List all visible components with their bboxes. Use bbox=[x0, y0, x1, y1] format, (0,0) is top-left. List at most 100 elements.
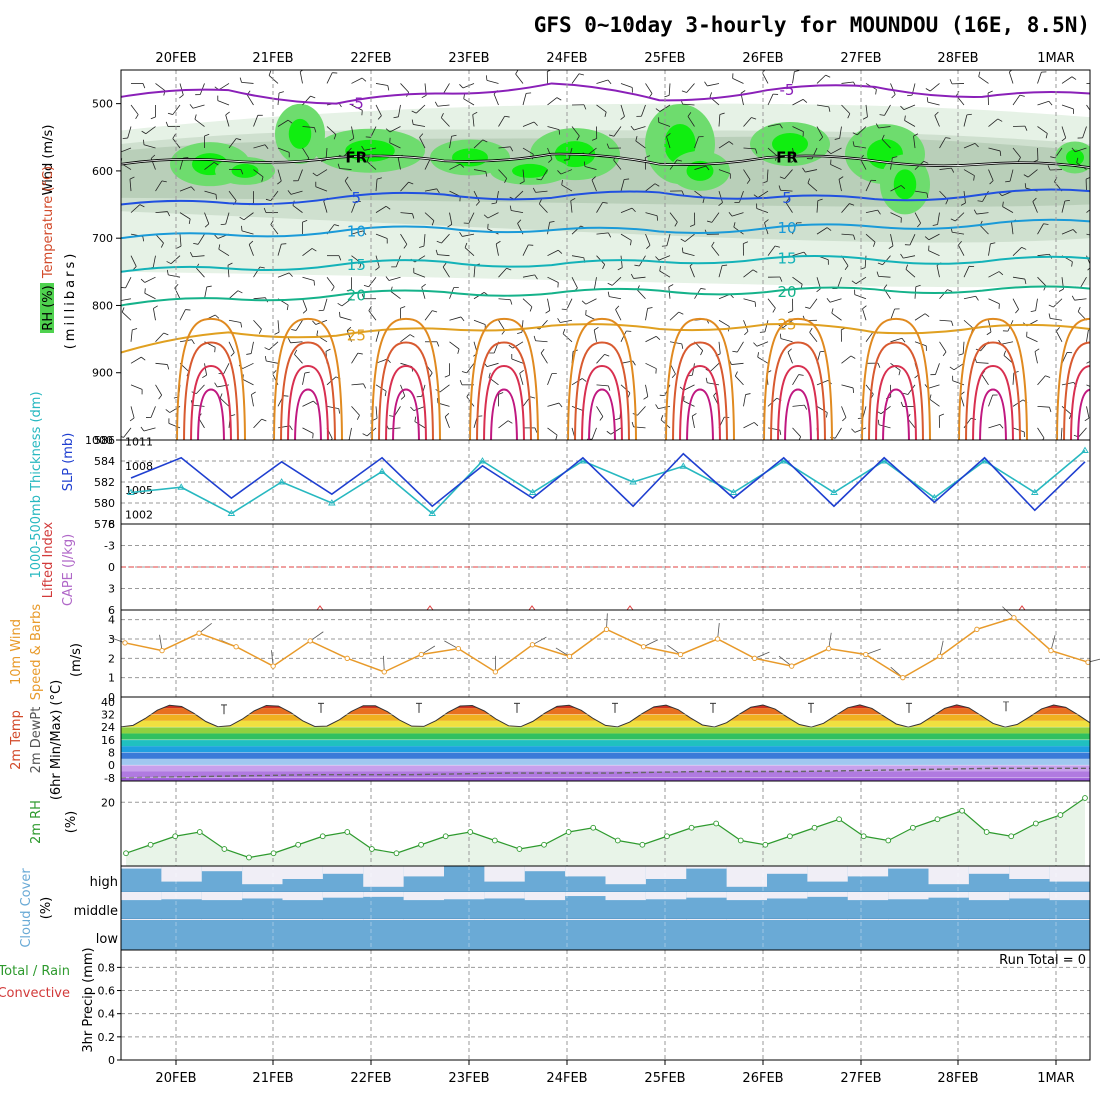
wind-barb-flag bbox=[816, 288, 821, 293]
wind-barb-flag bbox=[150, 116, 156, 120]
wind-barb-flag bbox=[287, 190, 292, 195]
date-label-bottom: 23FEB bbox=[448, 1071, 489, 1086]
wind-barb bbox=[591, 179, 597, 192]
wind-barb bbox=[560, 319, 573, 323]
wind-barb-flag bbox=[1043, 223, 1049, 225]
wind-barb bbox=[223, 363, 230, 375]
wind-barb-flag bbox=[140, 426, 145, 432]
wind-barb bbox=[937, 212, 940, 225]
wind-barb bbox=[473, 319, 486, 325]
wind-barb bbox=[936, 265, 940, 278]
wind-barb bbox=[593, 329, 597, 342]
wind-barb bbox=[297, 169, 303, 181]
wind-barb bbox=[635, 140, 646, 149]
wind-barb-flag bbox=[702, 198, 705, 204]
wind-barb-flag bbox=[563, 159, 569, 161]
wind-barb-flag bbox=[591, 138, 597, 141]
date-label-bottom: 28FEB bbox=[937, 1071, 978, 1086]
wind-barb bbox=[1037, 405, 1050, 408]
wind-barb bbox=[1086, 233, 1090, 236]
wind-barb bbox=[513, 190, 524, 200]
wind-barb-flag bbox=[337, 163, 340, 169]
wind-barb-flag bbox=[268, 70, 272, 76]
cloud-bar-clear bbox=[161, 892, 202, 900]
wind-barb bbox=[302, 372, 306, 385]
wind-barb bbox=[437, 104, 450, 107]
wind-barb bbox=[1003, 355, 1014, 364]
wind-barb-flag bbox=[755, 148, 758, 154]
wind-barb bbox=[739, 190, 744, 203]
wind-barb bbox=[909, 233, 916, 246]
wind-barb bbox=[865, 331, 874, 343]
wind-barb-flag bbox=[608, 385, 611, 391]
wind-barb bbox=[841, 233, 854, 236]
thickness-marker bbox=[579, 457, 587, 464]
wind-barb bbox=[389, 142, 401, 149]
rh2-marker bbox=[1082, 795, 1088, 801]
wind-barb bbox=[571, 73, 580, 84]
temp2-tick-label: 24 bbox=[101, 721, 115, 734]
wind-barb-flag bbox=[291, 329, 297, 331]
cloud-bar-clear bbox=[1009, 892, 1050, 899]
wind-barb bbox=[253, 144, 266, 149]
wind-barb bbox=[1032, 201, 1038, 213]
wind-barb bbox=[878, 275, 891, 278]
wind-barb bbox=[547, 276, 559, 283]
wind-barb bbox=[711, 212, 720, 223]
wind-barb bbox=[743, 147, 756, 150]
wind-barb bbox=[547, 126, 560, 131]
wind-barb bbox=[1050, 317, 1063, 321]
wind-barb bbox=[953, 362, 965, 371]
wind-barb bbox=[684, 233, 695, 242]
wind-barb bbox=[204, 363, 207, 376]
wind-barb-flag bbox=[753, 342, 758, 347]
rh-blob-core bbox=[1066, 149, 1084, 166]
date-label-bottom: 27FEB bbox=[840, 1071, 881, 1086]
heating-contour bbox=[273, 317, 343, 440]
cloud-bar-clear bbox=[968, 892, 1010, 901]
wind-barb-flag bbox=[167, 112, 173, 115]
thickness-marker bbox=[428, 509, 437, 516]
wind-barb bbox=[441, 233, 450, 244]
wind-barb bbox=[498, 116, 506, 127]
wind-barb bbox=[707, 382, 720, 386]
wind-barb bbox=[816, 227, 828, 235]
wind-barb bbox=[225, 114, 230, 127]
wind-barb-flag bbox=[1047, 165, 1051, 171]
wind-barb-flag bbox=[1015, 309, 1019, 314]
cloud-label: Cloud Cover bbox=[19, 868, 34, 948]
wind-barb bbox=[890, 337, 903, 343]
wind-barb-flag bbox=[678, 311, 684, 315]
wind-barb-flag bbox=[475, 201, 480, 206]
wind-barb-flag bbox=[958, 241, 962, 246]
wind-barb bbox=[442, 266, 450, 278]
wind-barb-flag bbox=[248, 240, 254, 245]
wind-barb-flag bbox=[225, 111, 230, 116]
wind-barb bbox=[611, 276, 622, 286]
wind-barb-flag bbox=[570, 198, 576, 202]
wind-barb-flag bbox=[853, 234, 856, 240]
wind-barb-flag bbox=[161, 180, 167, 183]
wind-barb-flag bbox=[973, 175, 975, 181]
heating-contour bbox=[882, 388, 910, 440]
temp-contour-label: 10 bbox=[347, 222, 366, 240]
wind-barb-flag bbox=[506, 267, 512, 271]
wind-barb bbox=[535, 340, 548, 343]
wind-barb-flag bbox=[668, 284, 674, 288]
wind-barb-flag bbox=[529, 306, 533, 312]
wind-barb bbox=[302, 400, 314, 407]
wind-barb bbox=[423, 234, 426, 247]
wind-barb bbox=[743, 269, 754, 278]
wind-barb bbox=[718, 114, 721, 127]
wind-barb-flag bbox=[924, 236, 930, 241]
wind10-barb bbox=[271, 650, 274, 667]
rh2-marker bbox=[295, 841, 301, 848]
rh2-marker bbox=[688, 824, 695, 831]
wind-barb bbox=[757, 190, 769, 198]
wind-barb-flag bbox=[606, 430, 612, 435]
wind-barb-flag bbox=[337, 302, 343, 307]
rh2-marker bbox=[639, 841, 646, 848]
wind-barb-flag bbox=[785, 198, 790, 203]
wind-barb bbox=[963, 142, 976, 149]
lifted-cape-panel: 6 -3 0 3 6 bbox=[104, 518, 1090, 617]
